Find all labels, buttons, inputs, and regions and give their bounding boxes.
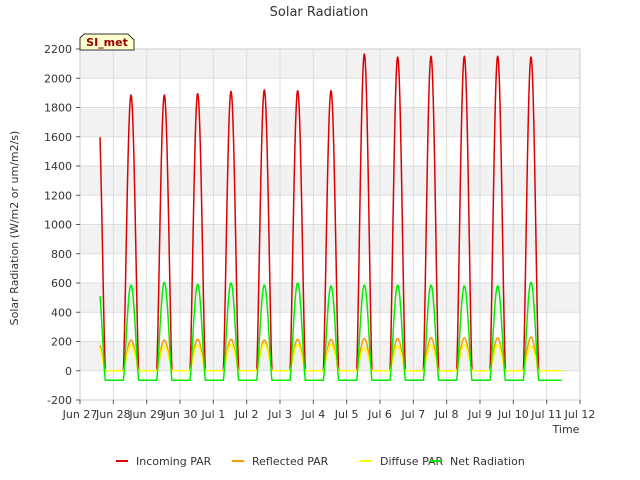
- y-tick-label: 1000: [44, 219, 72, 232]
- x-tick-label: Jul 5: [334, 408, 359, 421]
- background-band: [80, 49, 580, 79]
- x-tick-label: Jul 1: [200, 408, 225, 421]
- y-axis-label: Solar Radiation (W/m2 or um/m2/s): [8, 131, 21, 326]
- x-tick-label: Jul 3: [267, 408, 292, 421]
- y-tick-label: 200: [51, 336, 72, 349]
- y-tick-label: 1800: [44, 102, 72, 115]
- x-tick-label: Jul 6: [367, 408, 392, 421]
- legend-label: Diffuse PAR: [380, 455, 444, 468]
- station-label-box: SI_met: [79, 33, 135, 51]
- x-tick-label: Jul 10: [497, 408, 529, 421]
- y-axis-ticks: -200 0 200 400 600 800 1000 1200 1400 1600 1800 200…: [44, 43, 80, 407]
- background-band: [80, 166, 580, 196]
- x-tick-label: Jul 8: [434, 408, 459, 421]
- y-tick-label: 1600: [44, 131, 72, 144]
- series-line-diffuse-par: [99, 342, 563, 372]
- x-tick-label: Jun 30: [162, 408, 198, 421]
- series-line-net-radiation: [99, 281, 563, 382]
- legend-label: Net Radiation: [450, 455, 525, 468]
- y-tick-label: 2000: [44, 72, 72, 85]
- y-tick-label: 400: [51, 306, 72, 319]
- y-tick-label: -200: [47, 394, 72, 407]
- x-tick-label: Jul 11: [530, 408, 562, 421]
- background-band: [80, 224, 580, 254]
- x-tick-label: Jul 7: [400, 408, 425, 421]
- y-tick-label: 1400: [44, 160, 72, 173]
- x-tick-label: Jun 29: [128, 408, 164, 421]
- legend-label: Reflected PAR: [252, 455, 329, 468]
- y-tick-label: 0: [65, 365, 72, 378]
- chart-title: Solar Radiation: [270, 5, 369, 20]
- series-lines: [99, 53, 563, 382]
- station-label: SI_met: [86, 36, 128, 49]
- station-label-tag: [79, 33, 135, 51]
- y-tick-label: 2200: [44, 43, 72, 56]
- x-tick-label: Jul 12: [564, 408, 596, 421]
- legend: Incoming PAR Reflected PAR Diffuse PAR Net …: [116, 455, 525, 468]
- series-line-incoming-par: [99, 53, 563, 372]
- legend-label: Incoming PAR: [136, 455, 212, 468]
- y-tick-label: 1200: [44, 189, 72, 202]
- x-tick-label: Jun 28: [95, 408, 131, 421]
- x-tick-label: Jun 27: [62, 408, 98, 421]
- x-tick-label: Jul 4: [300, 408, 325, 421]
- x-tick-label: Jul 9: [467, 408, 492, 421]
- y-tick-label: 800: [51, 248, 72, 261]
- x-axis-label: Time: [552, 423, 580, 436]
- x-tick-label: Jul 2: [234, 408, 259, 421]
- y-tick-label: 600: [51, 277, 72, 290]
